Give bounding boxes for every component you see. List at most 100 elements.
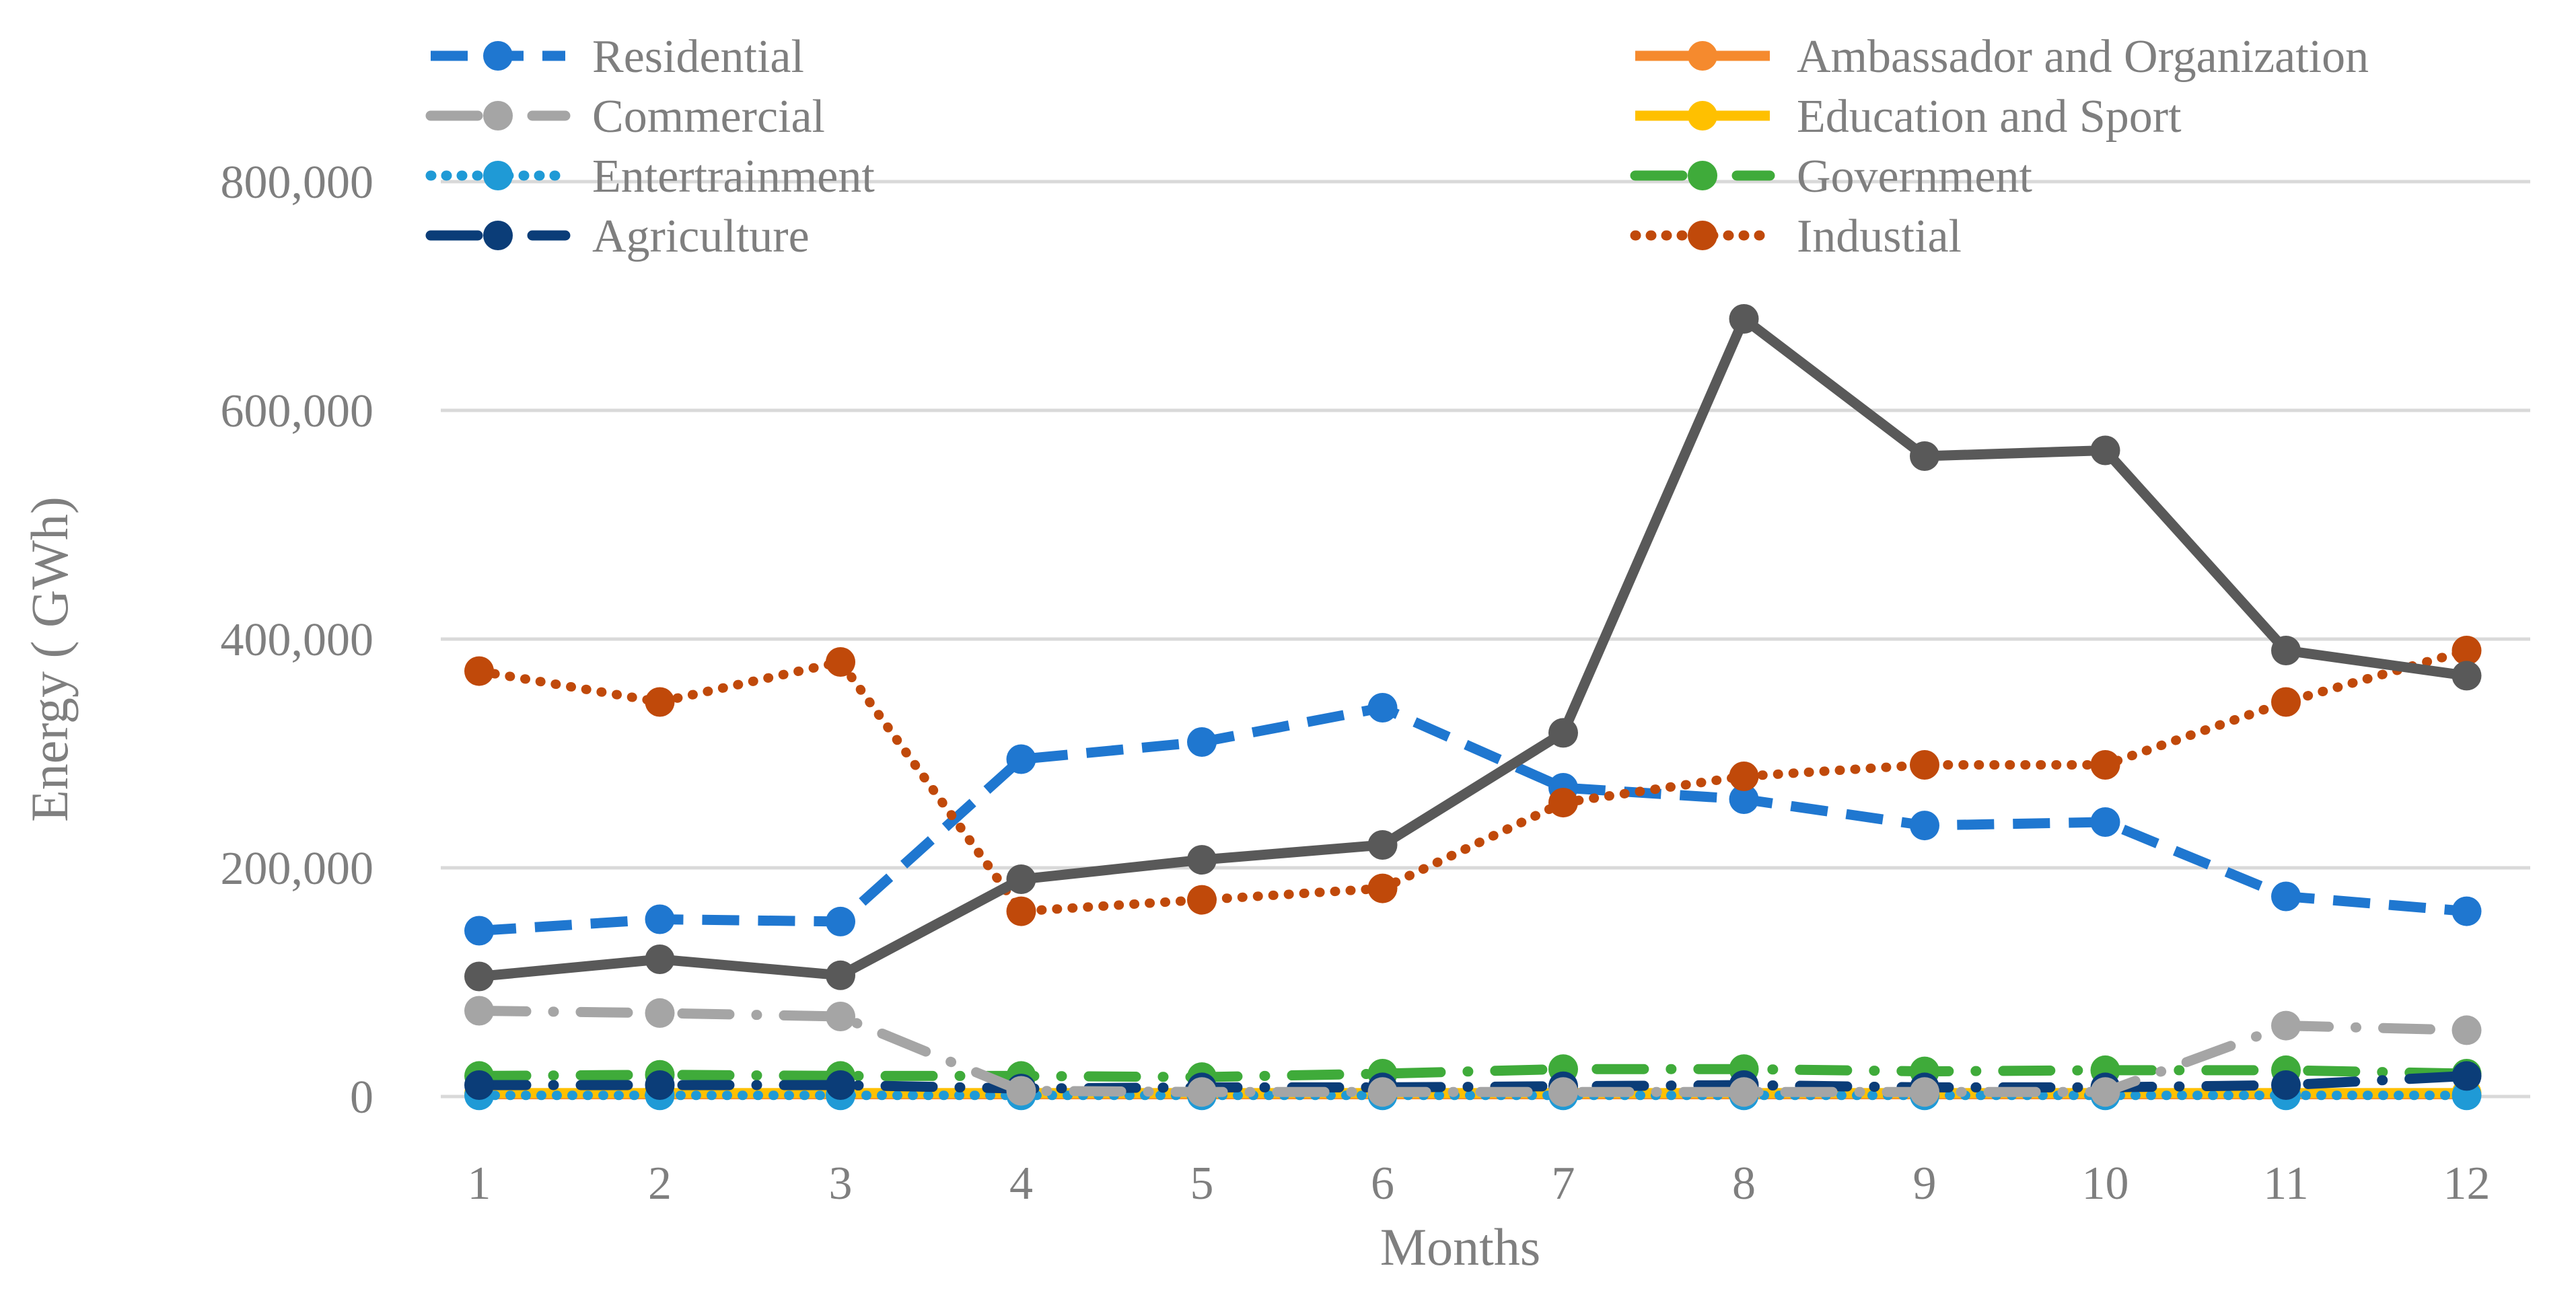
x-tick-label: 10	[2082, 1158, 2129, 1210]
data-point	[1910, 750, 1939, 780]
legend-swatch-marker	[483, 221, 513, 250]
legend-label: Agriculture	[592, 211, 810, 262]
x-tick-label: 7	[1552, 1158, 1575, 1210]
data-point	[1187, 727, 1217, 757]
data-point	[1548, 788, 1578, 818]
data-point	[2090, 1077, 2120, 1107]
data-point	[1006, 744, 1036, 774]
x-axis-label: Months	[1380, 1218, 1540, 1276]
series-line	[478, 702, 2468, 936]
data-point	[826, 906, 855, 936]
data-point	[645, 904, 675, 934]
legend-swatch-marker	[1688, 161, 1717, 190]
data-point	[826, 960, 855, 990]
data-point	[1187, 1077, 1217, 1107]
series-residential	[464, 693, 2482, 946]
series-line	[478, 313, 2468, 981]
data-point	[1367, 830, 1398, 860]
data-point	[1729, 762, 1759, 791]
data-point	[1910, 1077, 1939, 1107]
x-tick-label: 4	[1009, 1158, 1033, 1210]
x-tick-label: 6	[1371, 1158, 1394, 1210]
data-point	[2090, 750, 2120, 780]
series-line	[474, 1064, 2472, 1082]
data-point	[464, 916, 494, 946]
legend-label: Ambassador and Organization	[1797, 31, 2369, 83]
legend-swatch-marker	[483, 41, 513, 71]
legend-swatch-marker	[1688, 221, 1717, 250]
data-point	[1729, 784, 1759, 814]
legend-item: Government	[1630, 151, 2032, 202]
data-point	[1006, 896, 1036, 926]
x-tick-label: 2	[648, 1158, 672, 1210]
gridlines	[441, 180, 2530, 1099]
legend-label: Entertrainment	[592, 151, 875, 202]
y-tick-label: 400,000	[221, 614, 374, 666]
data-point	[2271, 687, 2301, 717]
data-point	[1367, 873, 1398, 903]
x-tick-label: 5	[1190, 1158, 1214, 1210]
data-point	[2090, 807, 2120, 837]
y-tick-label: 200,000	[221, 843, 374, 895]
data-point	[1548, 718, 1578, 748]
data-point	[464, 1070, 494, 1100]
legend-label: Residential	[592, 31, 804, 83]
x-tick-label: 1	[468, 1158, 491, 1210]
legend-label: Education and Sport	[1797, 91, 2182, 143]
legend-label: Commercial	[592, 91, 825, 143]
data-point	[464, 961, 494, 992]
data-point	[645, 998, 675, 1028]
data-point	[1187, 885, 1217, 915]
series-industial	[464, 636, 2482, 926]
data-point	[2271, 1070, 2301, 1100]
x-tick-label: 3	[829, 1158, 853, 1210]
legend-item: Education and Sport	[1635, 91, 2182, 143]
legend-label: Government	[1797, 151, 2032, 202]
y-axis-label: Energy ( GWh)	[20, 496, 79, 822]
data-point	[1910, 441, 1939, 471]
legend-swatch-marker	[483, 101, 513, 131]
legend-swatch-marker	[483, 161, 513, 190]
x-tick-label: 11	[2263, 1158, 2308, 1210]
data-point	[645, 687, 675, 717]
y-tick-label: 600,000	[221, 385, 374, 437]
data-point	[1367, 693, 1398, 722]
series-group	[464, 304, 2482, 1111]
x-tick-labels: 1 2 3 4 5 6 7 8 9 10 11 12	[468, 1158, 2491, 1210]
legend-swatch-marker	[1688, 101, 1717, 131]
x-tick-label: 12	[2443, 1158, 2491, 1210]
data-point	[464, 656, 494, 686]
legend-item: Commercial	[425, 91, 825, 143]
data-point	[1910, 811, 1939, 841]
data-point	[2452, 896, 2482, 926]
data-point	[2452, 636, 2482, 665]
data-point	[1548, 1077, 1578, 1107]
data-point	[2452, 1061, 2482, 1091]
data-point	[826, 647, 855, 677]
data-point	[464, 996, 494, 1026]
data-point	[1006, 864, 1036, 894]
data-point	[826, 1070, 855, 1100]
series-commercial	[464, 996, 2482, 1107]
legend-item: Agriculture	[425, 211, 810, 262]
legend-item: Residential	[431, 31, 804, 83]
series-line	[474, 1070, 2472, 1094]
legend-item: Ambassador and Organization	[1635, 31, 2369, 83]
series-line	[474, 1006, 2472, 1097]
legend-item: Entertrainment	[425, 151, 875, 202]
data-point	[2271, 636, 2301, 665]
data-point	[2271, 1010, 2301, 1041]
y-tick-label: 0	[350, 1072, 373, 1123]
data-point	[1006, 1076, 1036, 1106]
data-point	[2452, 661, 2482, 691]
series-total	[464, 304, 2482, 992]
data-point	[645, 1070, 675, 1100]
data-point	[826, 1002, 855, 1031]
legend-label: Industial	[1797, 211, 1962, 262]
data-point	[1729, 304, 1759, 334]
legend-swatch-marker	[1688, 41, 1717, 71]
legend: Residential Commercial Entertrainment Agric…	[425, 31, 2369, 262]
y-tick-labels: 0 200,000 400,000 600,000 800,000	[221, 157, 374, 1123]
legend-item: Industial	[1630, 211, 1962, 262]
